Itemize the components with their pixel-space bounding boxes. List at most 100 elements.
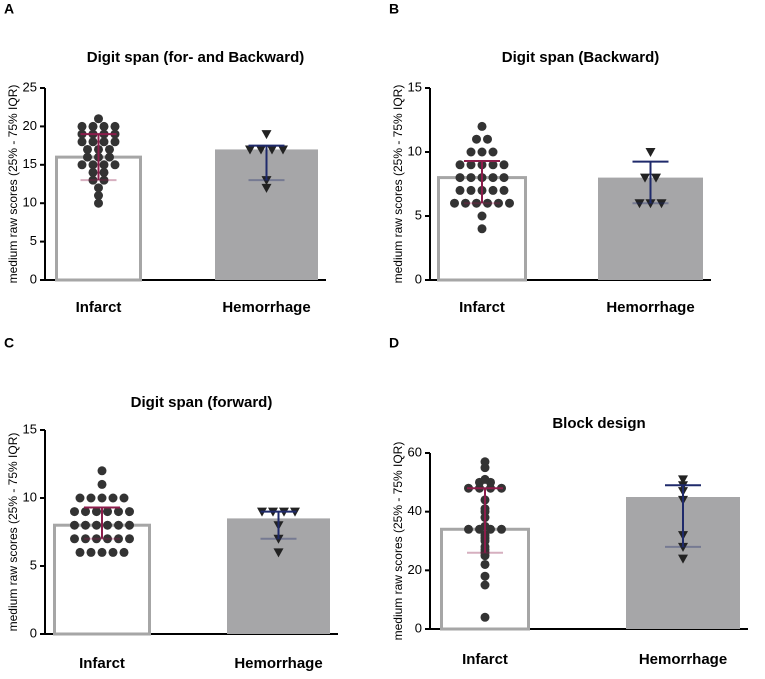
y-tick-label: 5 — [415, 207, 422, 222]
y-tick-label: 10 — [23, 489, 37, 504]
data-point — [125, 507, 134, 517]
data-point — [488, 160, 498, 170]
data-point — [110, 121, 120, 131]
y-tick-label: 5 — [30, 557, 37, 572]
data-point — [256, 145, 266, 155]
x-tick-label: Hemorrhage — [639, 651, 727, 668]
data-point — [455, 173, 465, 183]
data-point — [651, 173, 661, 183]
data-point — [494, 198, 503, 208]
data-point — [105, 152, 114, 162]
y-axis-label: medium raw scores (25% - 75% IQR) — [391, 85, 405, 284]
data-point — [480, 612, 490, 622]
data-point — [499, 160, 509, 170]
data-point — [114, 534, 123, 544]
data-point — [480, 474, 490, 484]
data-point — [77, 121, 87, 131]
y-tick-label: 25 — [23, 79, 37, 94]
data-point — [119, 547, 129, 557]
data-point — [472, 134, 481, 144]
data-point — [83, 144, 92, 154]
y-tick-label: 0 — [415, 620, 422, 635]
data-point — [108, 493, 118, 503]
data-point — [499, 185, 509, 195]
data-point — [477, 224, 487, 234]
data-point — [273, 548, 284, 558]
y-tick-label: 20 — [23, 118, 37, 133]
x-tick-label: Hemorrhage — [234, 655, 322, 672]
data-point — [81, 534, 90, 544]
panel-label: C — [4, 335, 14, 351]
data-point — [678, 554, 688, 564]
data-point — [245, 145, 255, 155]
data-point — [114, 507, 123, 517]
y-tick-label: 0 — [30, 271, 37, 286]
chart-title: Digit span (for- and Backward) — [87, 49, 305, 66]
data-point — [488, 185, 498, 195]
y-tick-label: 60 — [408, 444, 422, 459]
data-point — [480, 571, 490, 581]
data-point — [70, 534, 79, 544]
data-point — [99, 167, 109, 177]
data-point — [88, 160, 98, 170]
data-point — [86, 547, 96, 557]
chart-title: Digit span (forward) — [131, 394, 273, 411]
data-point — [480, 580, 490, 590]
data-point — [75, 493, 85, 503]
panel-label: A — [4, 1, 14, 17]
x-tick-label: Hemorrhage — [222, 299, 310, 316]
data-point — [110, 160, 120, 170]
data-point — [488, 147, 498, 157]
data-point — [488, 173, 498, 183]
data-point — [119, 493, 129, 503]
data-point — [88, 175, 98, 185]
data-point — [75, 547, 85, 557]
data-point — [678, 475, 688, 485]
data-point — [105, 144, 114, 154]
data-point — [92, 507, 101, 517]
y-tick-label: 0 — [30, 625, 37, 640]
data-point — [472, 198, 481, 208]
data-point — [477, 211, 487, 221]
data-point — [273, 534, 284, 544]
y-tick-label: 40 — [408, 503, 422, 518]
data-point — [70, 520, 79, 530]
panel-label: B — [389, 1, 399, 17]
chart-title: Block design — [552, 415, 645, 432]
data-point — [499, 173, 509, 183]
y-tick-label: 15 — [408, 79, 422, 94]
data-point — [466, 185, 476, 195]
data-point — [110, 137, 120, 147]
data-point — [99, 121, 109, 131]
data-point — [88, 167, 98, 177]
data-point — [88, 121, 98, 131]
data-point — [656, 199, 667, 209]
bar — [53, 523, 151, 636]
data-point — [94, 191, 103, 201]
y-axis-label: medium raw scores (25% - 75% IQR) — [6, 85, 20, 284]
data-point — [261, 176, 272, 186]
data-point — [483, 198, 492, 208]
data-point — [94, 183, 103, 193]
data-point — [94, 114, 103, 124]
x-tick-label: Infarct — [462, 651, 508, 668]
data-point — [477, 147, 487, 157]
y-tick-label: 5 — [30, 233, 37, 248]
data-point — [125, 534, 134, 544]
data-point — [267, 145, 277, 155]
data-point — [261, 183, 272, 193]
data-point — [70, 507, 79, 517]
data-point — [483, 134, 492, 144]
data-point — [450, 198, 459, 208]
y-axis-label: medium raw scores (25% - 75% IQR) — [391, 442, 405, 641]
data-point — [94, 198, 103, 208]
y-tick-label: 10 — [23, 195, 37, 210]
data-point — [125, 520, 134, 530]
x-tick-label: Infarct — [76, 299, 122, 316]
data-point — [83, 152, 92, 162]
data-point — [466, 147, 476, 157]
data-point — [77, 137, 87, 147]
data-point — [261, 130, 272, 140]
data-point — [497, 524, 506, 534]
data-point — [464, 524, 473, 534]
